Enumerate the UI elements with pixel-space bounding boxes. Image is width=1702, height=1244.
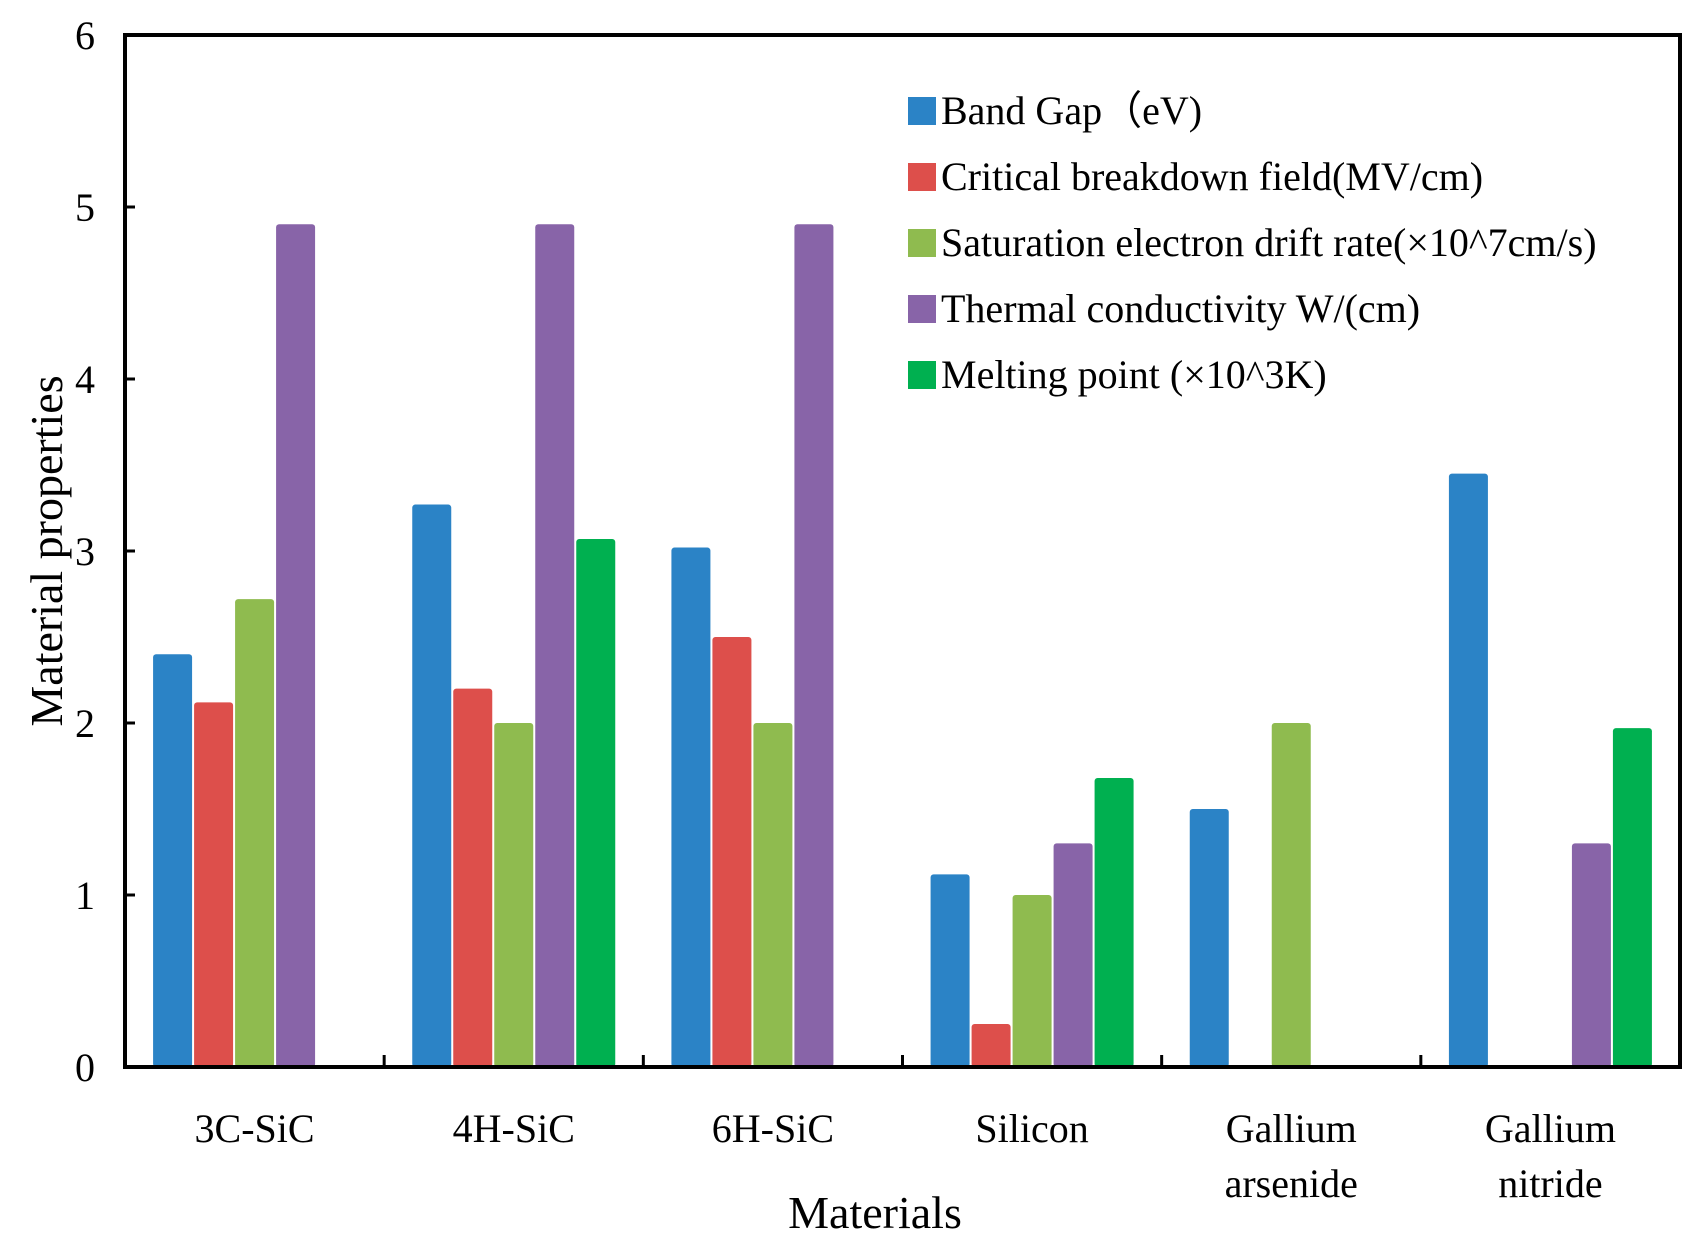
bar xyxy=(753,723,793,1067)
x-axis-title: Materials xyxy=(788,1187,962,1238)
bar xyxy=(971,1024,1011,1067)
x-tick-label: 6H-SiC xyxy=(712,1106,834,1151)
legend-label: Saturation electron drift rate(×10^7cm/s… xyxy=(941,220,1597,265)
bar xyxy=(712,637,752,1067)
bar xyxy=(671,547,711,1067)
x-axis-tick-labels: 3C-SiC 4H-SiC 6H-SiC Silicon Gallium arsenide… xyxy=(195,1106,1616,1206)
bar xyxy=(153,654,193,1067)
bar xyxy=(1448,473,1488,1068)
legend-swatch xyxy=(908,97,936,125)
y-tick-label: 2 xyxy=(75,701,95,746)
y-tick-label: 3 xyxy=(75,529,95,574)
y-tick-label: 4 xyxy=(75,357,95,402)
legend: Band Gap（eV) Critical breakdown field(MV/… xyxy=(908,88,1597,397)
y-axis-ticks xyxy=(125,33,135,1069)
legend-swatch xyxy=(908,295,936,323)
x-tick-label-line: arsenide xyxy=(1225,1161,1358,1206)
bar xyxy=(1053,843,1093,1067)
bar xyxy=(1094,778,1134,1067)
y-tick-label: 5 xyxy=(75,185,95,230)
legend-label: Thermal conductivity W/(cm) xyxy=(941,286,1420,331)
bar xyxy=(453,688,493,1067)
x-tick-label: 3C-SiC xyxy=(195,1106,315,1151)
legend-label: Critical breakdown field(MV/cm) xyxy=(941,154,1483,199)
legend-swatch xyxy=(908,229,936,257)
bar xyxy=(276,224,316,1067)
y-tick-label: 6 xyxy=(75,13,95,58)
bar xyxy=(494,723,534,1067)
bar xyxy=(576,538,616,1067)
y-axis-tick-labels: 0 1 2 3 4 5 6 xyxy=(75,13,95,1090)
x-axis-ticks xyxy=(382,1055,1423,1067)
bar xyxy=(535,224,575,1067)
x-tick-label-line: Gallium xyxy=(1485,1106,1616,1151)
bar xyxy=(930,874,970,1067)
legend-swatch xyxy=(908,163,936,191)
bar xyxy=(1189,809,1229,1067)
x-tick-label: Gallium nitride xyxy=(1485,1106,1616,1206)
bar xyxy=(412,504,452,1067)
x-tick-label-line: Silicon xyxy=(975,1106,1088,1151)
x-tick-label-line: 4H-SiC xyxy=(453,1106,575,1151)
y-tick-label: 1 xyxy=(75,873,95,918)
y-tick-label: 0 xyxy=(75,1045,95,1090)
y-axis-title: Material properties xyxy=(21,375,72,726)
bar xyxy=(1012,895,1052,1067)
x-tick-label-line: 3C-SiC xyxy=(195,1106,315,1151)
bar xyxy=(1571,843,1611,1067)
bar xyxy=(1612,728,1652,1067)
x-tick-label: 4H-SiC xyxy=(453,1106,575,1151)
legend-label: Band Gap（eV) xyxy=(941,88,1202,133)
bars-group xyxy=(153,224,1652,1068)
x-tick-label: Silicon xyxy=(975,1106,1088,1151)
x-tick-label-line: Gallium xyxy=(1226,1106,1357,1151)
x-tick-label: Gallium arsenide xyxy=(1225,1106,1358,1206)
bar xyxy=(794,224,834,1067)
legend-swatch xyxy=(908,361,936,389)
x-tick-label-line: nitride xyxy=(1498,1161,1602,1206)
bar xyxy=(194,702,234,1067)
bar xyxy=(1271,723,1311,1067)
bar xyxy=(235,599,275,1067)
legend-label: Melting point (×10^3K) xyxy=(941,352,1327,397)
x-tick-label-line: 6H-SiC xyxy=(712,1106,834,1151)
